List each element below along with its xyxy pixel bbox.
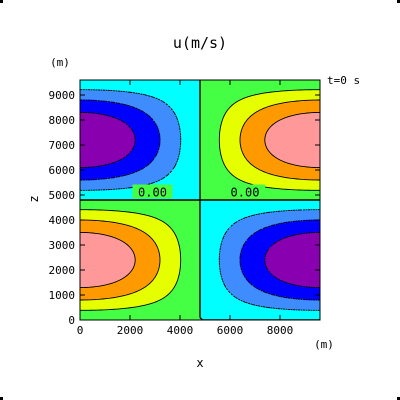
contour-line-0p5: [80, 99, 320, 301]
contour-line-0p75: [80, 111, 320, 289]
x-tick-label: 0: [77, 324, 84, 337]
x-tick-label: 2000: [117, 324, 144, 337]
y-tick-label: 6000: [49, 164, 76, 177]
y-tick-label: 1000: [49, 289, 76, 302]
corner-mark-bottom-right: [397, 397, 400, 400]
y-tick-label: 4000: [49, 214, 76, 227]
corner-mark-top-left: [0, 0, 3, 3]
y-tick-label: 2000: [49, 264, 76, 277]
x-tick-label: 8000: [267, 324, 294, 337]
contour-label: 0.00: [138, 186, 167, 200]
y-axis-label: z: [27, 195, 41, 202]
y-tick-label: 8000: [49, 114, 76, 127]
contour-label-bg: [225, 184, 265, 199]
x-axis-ticks: 0 2000 4000 6000 8000: [77, 80, 294, 337]
y-axis-unit: (m): [50, 56, 70, 69]
corner-mark-top-right: [397, 0, 400, 3]
x-tick-label: 6000: [217, 324, 244, 337]
chart-title: u(m/s): [173, 34, 227, 52]
contour-line-0p25: [80, 89, 320, 311]
y-tick-label: 3000: [49, 239, 76, 252]
contour-line-neg0p75: [80, 111, 320, 289]
y-tick-label: 5000: [49, 189, 76, 202]
plot-frame: [79, 79, 321, 321]
y-axis-ticks: 0 1000 2000 3000 4000 5000 6000 7000 8000 9000: [49, 89, 320, 327]
contour-line-0: [80, 80, 320, 320]
y-tick-label: 9000: [49, 89, 76, 102]
corner-mark-bottom-left: [0, 397, 3, 400]
contour-label: 0.00: [231, 186, 260, 200]
y-tick-label: 7000: [49, 139, 76, 152]
x-axis-label: x: [196, 356, 203, 370]
time-label: t=0 s: [327, 74, 360, 87]
contour-lines: [80, 80, 320, 320]
y-tick-label: 0: [68, 314, 75, 327]
x-tick-label: 4000: [167, 324, 194, 337]
contour-labels: 0.00 0.00: [132, 184, 265, 200]
contour-line-neg0p5: [80, 99, 320, 301]
contour-label-bg: [132, 184, 173, 199]
x-axis-unit: (m): [314, 338, 334, 351]
